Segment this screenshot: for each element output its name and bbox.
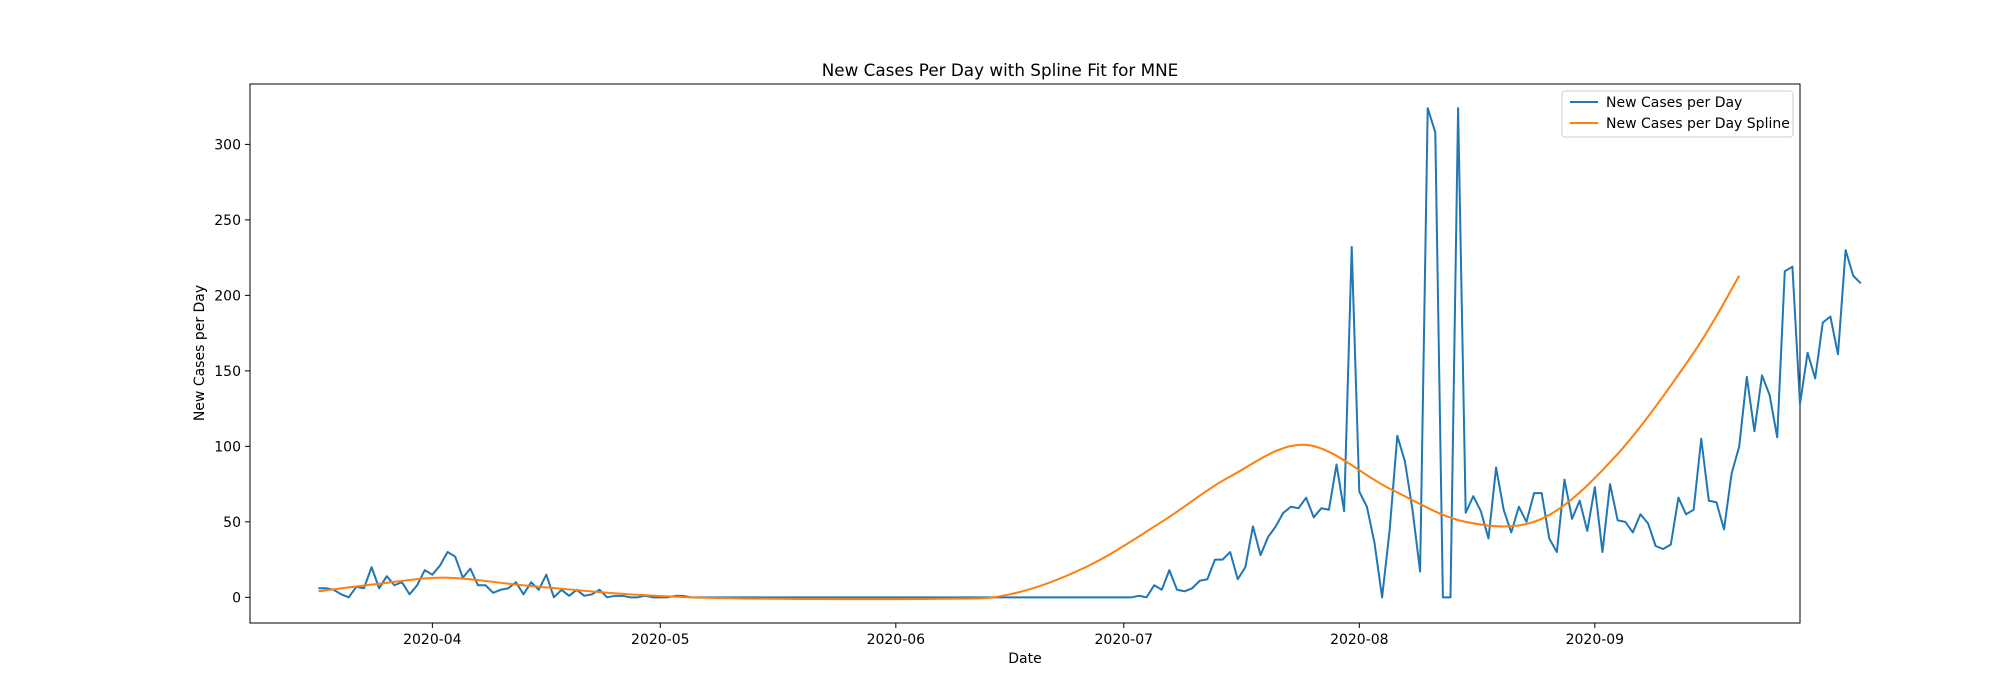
- plot-frame: [249, 83, 1801, 624]
- x-tick-label: 2020-04: [403, 632, 462, 648]
- y-tick-label: 300: [214, 137, 241, 153]
- legend-label-new-cases: New Cases per Day: [1606, 95, 1742, 111]
- y-tick-label: 250: [214, 213, 241, 229]
- x-axis-label: Date: [1008, 651, 1041, 667]
- chart-title: New Cases Per Day with Spline Fit for MN…: [822, 60, 1179, 80]
- y-tick-label: 200: [214, 288, 241, 304]
- y-axis-ticks: 0 50 100 150 200 250 300: [214, 137, 250, 606]
- legend-label-spline: New Cases per Day Spline: [1606, 116, 1790, 132]
- plot-area: [318, 107, 1862, 601]
- x-tick-label: 2020-06: [867, 632, 926, 648]
- series-line-new-cases: [318, 107, 1862, 599]
- y-tick-label: 150: [214, 364, 241, 380]
- x-tick-label: 2020-08: [1330, 632, 1389, 648]
- series-line-spline: [318, 275, 1741, 601]
- y-tick-label: 0: [232, 590, 241, 606]
- x-tick-label: 2020-07: [1095, 632, 1154, 648]
- x-tick-label: 2020-05: [631, 632, 690, 648]
- x-tick-label: 2020-09: [1566, 632, 1625, 648]
- x-axis-ticks: 2020-04 2020-05 2020-06 2020-07 2020-08 2020-…: [403, 623, 1624, 648]
- legend: New Cases per Day New Cases per Day Spli…: [1561, 90, 1794, 138]
- y-tick-label: 100: [214, 439, 241, 455]
- y-axis-label: New Cases per Day: [192, 285, 208, 421]
- y-tick-label: 50: [223, 515, 241, 531]
- legend-box: [1561, 90, 1794, 138]
